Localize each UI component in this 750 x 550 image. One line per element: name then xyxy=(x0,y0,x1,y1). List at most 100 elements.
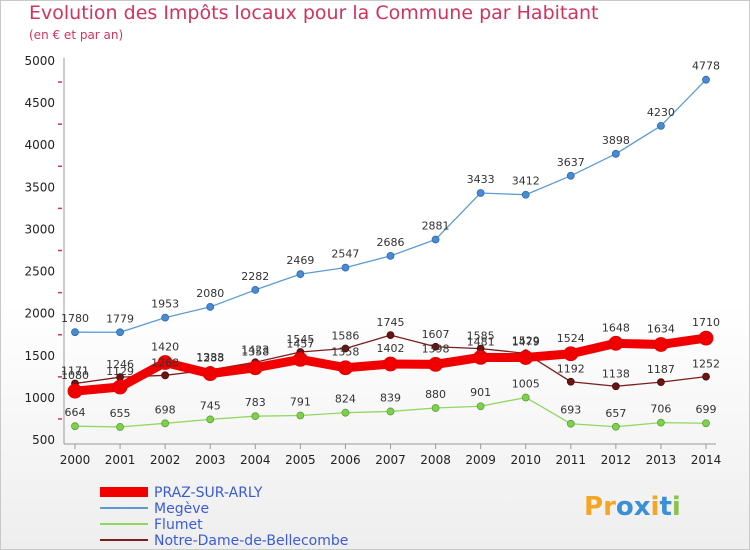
x-axis: 2000 2001 2002 2003 2004 2005 2006 2007 2008 2009… xyxy=(60,443,722,467)
data-label: 655 xyxy=(110,407,131,420)
data-point xyxy=(71,422,79,431)
data-point xyxy=(296,270,305,279)
data-point xyxy=(247,360,263,376)
series-praz-sur-arly xyxy=(67,330,714,399)
data-label: 1745 xyxy=(377,316,405,329)
x-tick-label: 2006 xyxy=(330,453,361,467)
data-point xyxy=(251,286,260,294)
data-point xyxy=(386,331,395,340)
data-label: 3412 xyxy=(512,175,540,188)
data-label: 791 xyxy=(290,395,311,408)
data-point xyxy=(161,371,170,380)
data-label: 2686 xyxy=(377,236,405,249)
data-point xyxy=(431,342,440,351)
data-label: 3433 xyxy=(467,173,495,186)
legend-label: Notre-Dame-de-Bellecombe xyxy=(154,533,348,549)
data-point xyxy=(431,404,440,412)
series-line xyxy=(74,79,707,333)
data-point xyxy=(67,383,83,399)
data-point xyxy=(292,351,308,367)
data-point xyxy=(657,121,665,130)
data-label: 1457 xyxy=(286,337,314,350)
data-point xyxy=(608,335,624,351)
data-point xyxy=(338,360,353,376)
data-point xyxy=(296,411,305,420)
data-label: 839 xyxy=(380,391,401,404)
legend-item: Flumet xyxy=(100,517,203,533)
data-label: 699 xyxy=(696,403,717,416)
data-label: 1171 xyxy=(61,364,89,377)
data-point xyxy=(657,418,665,427)
data-label: 1545 xyxy=(286,333,314,346)
data-label: 1423 xyxy=(241,343,269,356)
data-label: 1479 xyxy=(512,336,540,349)
data-label: 1585 xyxy=(467,330,495,343)
data-label: 3637 xyxy=(557,156,585,169)
data-label: 1634 xyxy=(647,322,675,335)
chart-subtitle: (en € et par an) xyxy=(29,28,124,42)
data-label: 1420 xyxy=(151,341,179,354)
legend-label: Megève xyxy=(154,501,209,517)
x-tick-label: 2012 xyxy=(601,453,632,467)
data-label: 1402 xyxy=(377,342,405,355)
x-tick-label: 2014 xyxy=(691,453,722,467)
series-meg-ve xyxy=(71,75,710,337)
x-tick-label: 2011 xyxy=(556,453,587,467)
data-point xyxy=(161,313,170,322)
data-label: 783 xyxy=(245,396,266,409)
data-label: 1333 xyxy=(196,351,224,364)
data-label: 1005 xyxy=(512,377,540,390)
x-tick-label: 2009 xyxy=(465,453,496,467)
data-label: 1953 xyxy=(151,298,179,311)
data-point xyxy=(431,235,440,244)
data-label: 1358 xyxy=(241,346,269,359)
data-point xyxy=(611,422,620,431)
data-label: 2469 xyxy=(286,254,314,267)
x-tick-label: 2007 xyxy=(375,453,406,467)
data-point xyxy=(566,419,575,428)
data-label: 1268 xyxy=(151,356,179,369)
data-label: 1586 xyxy=(331,330,359,343)
legend-label: PRAZ-SUR-ARLY xyxy=(154,485,263,501)
x-tick-label: 2001 xyxy=(105,453,136,467)
data-point xyxy=(206,303,215,311)
data-point xyxy=(386,251,395,260)
legend-label: Flumet xyxy=(154,517,203,533)
data-point xyxy=(611,149,620,158)
data-point xyxy=(653,337,669,352)
data-point xyxy=(251,412,260,421)
x-tick-label: 2002 xyxy=(150,453,181,467)
data-label: 1779 xyxy=(106,312,134,325)
data-point xyxy=(521,190,530,199)
data-point xyxy=(428,356,443,372)
data-point xyxy=(161,419,170,428)
data-label: 901 xyxy=(470,386,491,399)
data-label: 1481 xyxy=(467,335,495,348)
data-label: 1524 xyxy=(557,332,585,345)
data-label: 1780 xyxy=(61,312,89,325)
data-label: 1252 xyxy=(692,358,720,371)
y-tick-label: 3000 xyxy=(24,222,55,236)
data-label: 698 xyxy=(155,403,176,416)
series-flumet xyxy=(71,393,710,431)
data-point xyxy=(476,402,485,411)
data-point xyxy=(116,328,124,337)
y-tick-label: 1500 xyxy=(24,349,55,363)
x-tick-label: 2003 xyxy=(195,453,226,467)
chart-title: Evolution des Impôts locaux pour la Comm… xyxy=(29,2,599,24)
proxiti-logo: Proxiti xyxy=(584,492,681,522)
y-tick-label: 2500 xyxy=(24,265,55,279)
data-label: 4230 xyxy=(647,106,675,119)
data-label: 4778 xyxy=(692,60,720,73)
data-point xyxy=(611,382,620,391)
data-point xyxy=(202,366,218,382)
data-label: 693 xyxy=(560,404,581,417)
data-label: 1607 xyxy=(422,328,450,341)
data-point xyxy=(657,378,665,387)
y-tick-label: 2000 xyxy=(24,307,55,321)
data-label: 1192 xyxy=(557,363,585,376)
y-axis: 500 1000 1500 2000 2500 3000 3500 4000 4500 5000 xyxy=(24,54,65,447)
data-label: 3898 xyxy=(602,134,630,147)
